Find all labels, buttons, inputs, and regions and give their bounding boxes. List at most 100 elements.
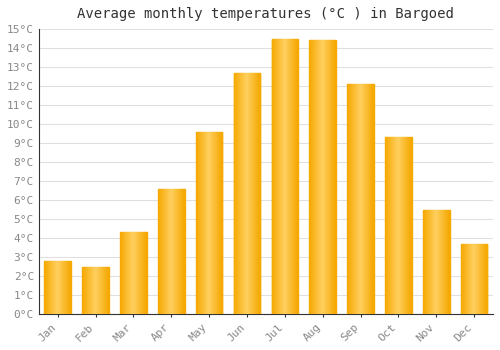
- Bar: [206, 132, 207, 314]
- Bar: [53, 261, 54, 314]
- Bar: [247, 73, 248, 314]
- Bar: [93, 267, 94, 314]
- Bar: [182, 189, 183, 314]
- Bar: [435, 210, 436, 314]
- Bar: [102, 267, 103, 314]
- Bar: [403, 137, 404, 314]
- Bar: [391, 137, 392, 314]
- Bar: [85, 267, 86, 314]
- Bar: [238, 73, 239, 314]
- Bar: [62, 261, 63, 314]
- Bar: [444, 210, 445, 314]
- Bar: [256, 73, 257, 314]
- Bar: [211, 132, 212, 314]
- Bar: [158, 189, 160, 314]
- Bar: [293, 38, 294, 314]
- Bar: [178, 189, 179, 314]
- Bar: [56, 261, 57, 314]
- Bar: [289, 38, 290, 314]
- Bar: [280, 38, 281, 314]
- Bar: [66, 261, 67, 314]
- Bar: [130, 232, 131, 314]
- Bar: [44, 261, 45, 314]
- Bar: [89, 267, 90, 314]
- Bar: [100, 267, 101, 314]
- Bar: [411, 137, 412, 314]
- Bar: [274, 38, 275, 314]
- Bar: [183, 189, 184, 314]
- Bar: [364, 84, 365, 314]
- Bar: [254, 73, 255, 314]
- Bar: [96, 267, 97, 314]
- Bar: [140, 232, 141, 314]
- Bar: [429, 210, 430, 314]
- Bar: [216, 132, 217, 314]
- Bar: [235, 73, 236, 314]
- Bar: [363, 84, 364, 314]
- Bar: [288, 38, 289, 314]
- Bar: [292, 38, 293, 314]
- Bar: [442, 210, 443, 314]
- Bar: [128, 232, 129, 314]
- Bar: [371, 84, 372, 314]
- Bar: [372, 84, 373, 314]
- Bar: [246, 73, 247, 314]
- Bar: [170, 189, 172, 314]
- Bar: [405, 137, 406, 314]
- Bar: [250, 73, 251, 314]
- Bar: [476, 244, 477, 314]
- Bar: [244, 73, 245, 314]
- Bar: [479, 244, 480, 314]
- Bar: [179, 189, 180, 314]
- Bar: [122, 232, 123, 314]
- Bar: [237, 73, 238, 314]
- Bar: [54, 261, 55, 314]
- Bar: [202, 132, 203, 314]
- Bar: [240, 73, 241, 314]
- Bar: [440, 210, 441, 314]
- Bar: [131, 232, 132, 314]
- Bar: [47, 261, 48, 314]
- Bar: [484, 244, 486, 314]
- Bar: [50, 261, 51, 314]
- Bar: [310, 41, 311, 314]
- Bar: [87, 267, 88, 314]
- Bar: [108, 267, 109, 314]
- Bar: [449, 210, 450, 314]
- Bar: [465, 244, 466, 314]
- Bar: [218, 132, 219, 314]
- Bar: [63, 261, 64, 314]
- Bar: [129, 232, 130, 314]
- Bar: [82, 267, 83, 314]
- Bar: [361, 84, 362, 314]
- Bar: [64, 261, 65, 314]
- Bar: [365, 84, 366, 314]
- Bar: [248, 73, 249, 314]
- Bar: [428, 210, 429, 314]
- Bar: [286, 38, 287, 314]
- Bar: [60, 261, 61, 314]
- Bar: [215, 132, 216, 314]
- Bar: [272, 38, 273, 314]
- Bar: [471, 244, 472, 314]
- Bar: [88, 267, 89, 314]
- Bar: [282, 38, 283, 314]
- Bar: [123, 232, 124, 314]
- Bar: [275, 38, 276, 314]
- Bar: [243, 73, 244, 314]
- Bar: [311, 41, 312, 314]
- Bar: [59, 261, 60, 314]
- Bar: [356, 84, 358, 314]
- Bar: [259, 73, 260, 314]
- Bar: [314, 41, 315, 314]
- Bar: [448, 210, 449, 314]
- Bar: [217, 132, 218, 314]
- Bar: [210, 132, 211, 314]
- Bar: [138, 232, 140, 314]
- Bar: [239, 73, 240, 314]
- Bar: [137, 232, 138, 314]
- Bar: [290, 38, 291, 314]
- Bar: [220, 132, 221, 314]
- Bar: [389, 137, 390, 314]
- Bar: [199, 132, 200, 314]
